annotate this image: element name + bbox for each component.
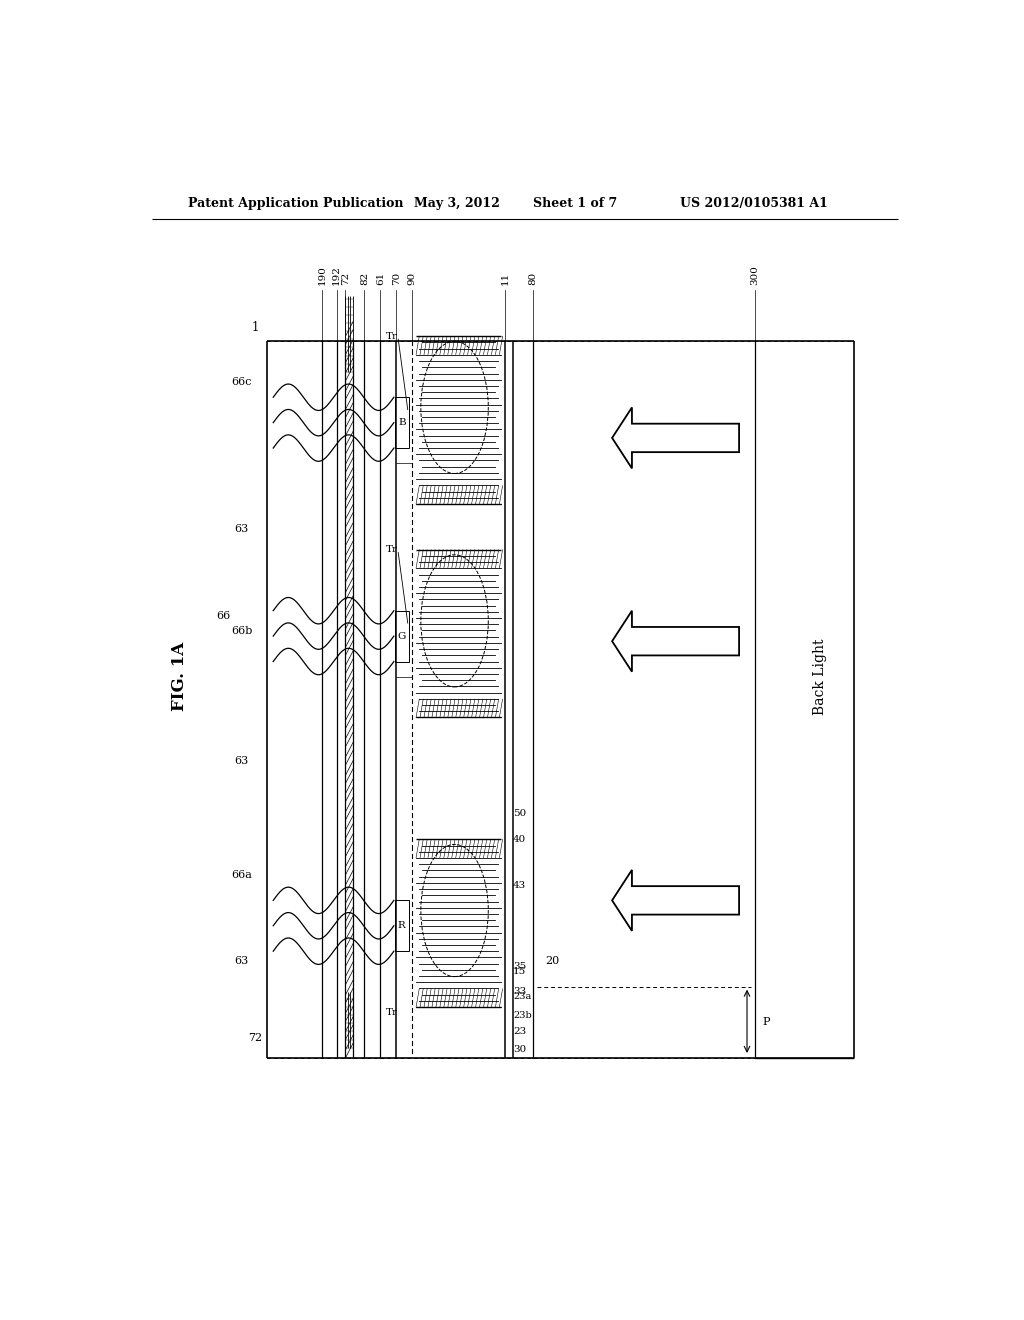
Text: P: P [763,1018,770,1027]
Text: 66a: 66a [231,870,252,880]
FancyArrow shape [612,611,739,672]
Text: R: R [398,921,406,931]
Text: 80: 80 [528,272,538,285]
Text: 72: 72 [248,1032,262,1043]
Text: 33: 33 [513,987,526,997]
Text: 61: 61 [376,272,385,285]
Text: US 2012/0105381 A1: US 2012/0105381 A1 [680,197,827,210]
Text: 72: 72 [341,272,350,285]
Text: 192: 192 [332,265,341,285]
Text: Tr: Tr [386,331,397,341]
Text: 70: 70 [392,272,400,285]
Bar [394,900,409,952]
Bar [394,397,409,447]
Text: Sheet 1 of 7: Sheet 1 of 7 [532,197,617,210]
Text: 23b: 23b [513,1011,531,1020]
Text: 30: 30 [513,1045,526,1055]
Text: 66c: 66c [231,378,252,387]
Text: 66b: 66b [230,626,252,636]
Text: 63: 63 [234,957,249,966]
Text: Tr: Tr [386,1007,397,1016]
FancyArrow shape [612,408,739,469]
Text: 43: 43 [513,880,526,890]
Text: 1: 1 [252,321,259,334]
Text: 15: 15 [513,968,526,975]
Text: 63: 63 [234,755,249,766]
Text: B: B [398,418,406,428]
Text: 300: 300 [751,265,760,285]
Text: 35: 35 [513,962,526,972]
Text: 23: 23 [513,1027,526,1036]
Text: 40: 40 [513,834,526,843]
Text: 90: 90 [408,272,417,285]
Text: 190: 190 [317,265,327,285]
Text: Patent Application Publication: Patent Application Publication [187,197,403,210]
Text: 63: 63 [234,524,249,535]
Text: 50: 50 [513,809,526,818]
Text: 20: 20 [546,957,560,966]
Bar [394,611,409,661]
Text: FIG. 1A: FIG. 1A [171,642,188,711]
Text: Back Light: Back Light [813,639,827,715]
Text: May 3, 2012: May 3, 2012 [414,197,500,210]
Text: 82: 82 [360,272,369,285]
FancyArrow shape [612,870,739,931]
Text: 66: 66 [216,611,230,620]
Text: 11: 11 [501,272,510,285]
Text: Tr: Tr [386,545,397,554]
Text: 23a: 23a [513,993,531,1002]
Text: G: G [397,631,406,640]
